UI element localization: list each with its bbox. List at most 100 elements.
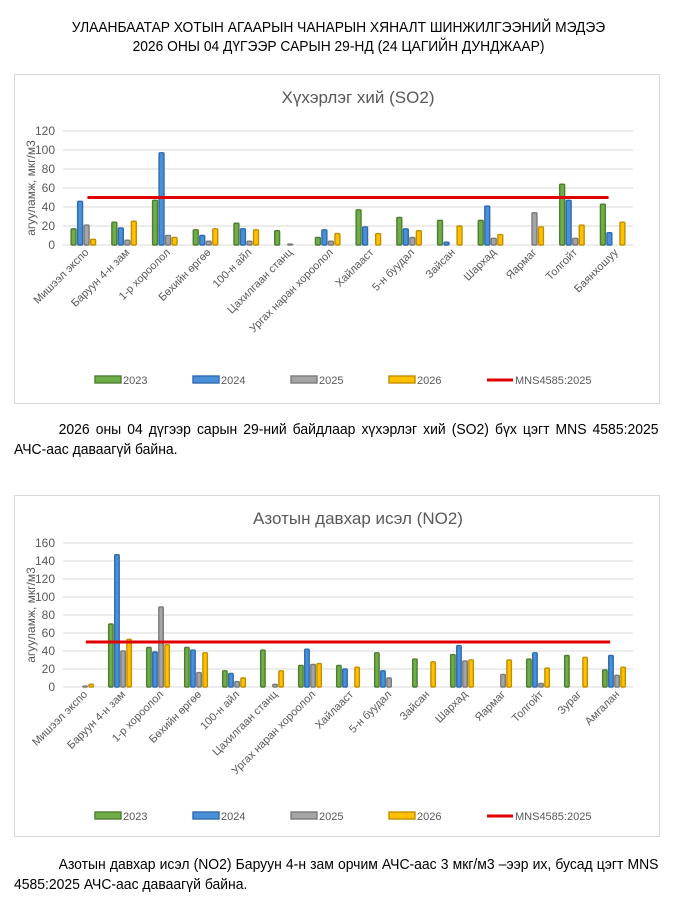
- bar-2025: [531, 211, 538, 246]
- bar-2026: [582, 656, 589, 688]
- bar-2025: [83, 224, 90, 246]
- bar-2024: [228, 672, 234, 688]
- y-tick-label: 40: [42, 644, 56, 658]
- bar-2025: [246, 240, 253, 246]
- legend-swatch-2025: [290, 811, 318, 820]
- legend-label: 2025: [319, 375, 343, 387]
- bar-2023: [70, 228, 77, 246]
- bar-2023: [297, 664, 304, 688]
- category-label: Ургах наран хороолол: [247, 247, 335, 335]
- bar-2024: [402, 228, 409, 246]
- y-tick-label: 100: [35, 590, 55, 604]
- bar-2023: [274, 230, 281, 246]
- bar-2026: [456, 225, 463, 246]
- report-header: УЛААНБААТАР ХОТЫН АГААРЫН ЧАНАРЫН ХЯНАЛТ…: [27, 18, 650, 56]
- y-axis-label: агууламж, мкг/м3: [24, 140, 38, 236]
- bar-2026: [497, 233, 504, 246]
- y-tick-label: 160: [35, 536, 55, 550]
- so2-chart-svg: Хүхэрлэг хий (SO2) 0 20 40 60 80 100 120 агуулам…: [24, 88, 633, 387]
- bar-2024: [190, 649, 196, 688]
- bar-2024: [361, 226, 369, 246]
- bar-2024: [606, 231, 613, 246]
- category-label: 100-н айл: [211, 247, 255, 291]
- category-label: Зураг: [556, 689, 584, 717]
- category-label: Зайсан: [398, 689, 432, 723]
- bar-2025: [124, 239, 131, 246]
- y-tick-label: 0: [48, 238, 55, 252]
- bar-2026: [202, 652, 209, 688]
- bar-2026: [89, 238, 97, 246]
- bar-2024: [239, 228, 247, 246]
- bar-2026: [164, 643, 171, 688]
- bar-2026: [252, 229, 260, 246]
- bar-2023: [449, 653, 456, 688]
- category-label: Шархад: [462, 246, 499, 283]
- bar-2026: [415, 230, 422, 246]
- y-tick-label: 0: [48, 680, 55, 694]
- category-label: Толгойт: [510, 689, 546, 725]
- bar-2025: [614, 674, 620, 688]
- chart-title: Хүхэрлэг хий (SO2): [282, 88, 435, 107]
- legend-label: 2026: [417, 811, 441, 823]
- bar-2023: [314, 236, 322, 246]
- bar-2025: [572, 237, 579, 246]
- y-tick-label: 40: [42, 200, 56, 214]
- category-label: Баянхошуу: [572, 246, 621, 295]
- bar-2023: [411, 658, 418, 688]
- bar-2026: [212, 228, 219, 246]
- no2-summary: Азотын давхар исэл (NO2) Баруун 4-н зам …: [14, 856, 659, 893]
- bar-2025: [490, 237, 497, 246]
- bar-2025: [462, 660, 468, 688]
- bar-2025: [538, 682, 544, 688]
- bar-2025: [310, 663, 316, 688]
- bar-2023: [107, 623, 114, 688]
- y-tick-label: 100: [35, 143, 55, 157]
- legend-swatch-2026: [388, 375, 416, 384]
- bar-2023: [335, 664, 342, 688]
- y-axis-label: агууламж, мкг/м3: [24, 567, 38, 663]
- y-tick-label: 140: [35, 554, 55, 568]
- bar-2023: [192, 229, 199, 246]
- bar-2024: [342, 668, 348, 688]
- category-label: Яармаг: [504, 247, 539, 282]
- bar-2023: [477, 219, 484, 246]
- category-label: Амгалан: [583, 689, 622, 728]
- bar-2023: [436, 219, 444, 246]
- legend-swatch-2023: [94, 375, 122, 384]
- bar-2024: [484, 205, 491, 246]
- bar-2026: [354, 666, 361, 688]
- bar-2025: [205, 240, 212, 246]
- bar-2025: [120, 650, 126, 688]
- bar-2025: [500, 673, 506, 688]
- bar-2023: [151, 199, 159, 246]
- bar-2025: [272, 683, 278, 688]
- bar-2023: [111, 221, 118, 246]
- y-tick-label: 60: [42, 181, 56, 195]
- no2-chart: Азотын давхар исэл (NO2) 0 20 40 60 80 100 120 1…: [14, 495, 660, 837]
- bar-2025: [287, 243, 294, 246]
- bar-2023: [259, 649, 266, 688]
- legend-label: MNS4585:2025: [515, 811, 591, 823]
- category-label: Шархад: [433, 688, 470, 725]
- bar-2024: [565, 199, 572, 246]
- legend-label: 2026: [417, 375, 441, 387]
- bar-2024: [114, 554, 120, 688]
- bar-2026: [126, 638, 133, 688]
- bar-2023: [599, 203, 607, 246]
- category-label: Цахилгаан станц: [210, 688, 280, 758]
- legend-label: 2023: [123, 811, 147, 823]
- legend-swatch-2025: [290, 375, 318, 384]
- bar-2026: [430, 661, 437, 688]
- bar-2026: [537, 226, 545, 246]
- bar-2024: [304, 648, 310, 688]
- legend-swatch-2026: [388, 811, 416, 820]
- bar-2023: [525, 658, 532, 688]
- y-tick-label: 60: [42, 626, 56, 640]
- bar-2023: [601, 669, 608, 688]
- bar-2025: [386, 677, 392, 688]
- bar-2025: [164, 234, 172, 246]
- category-label: 5-н буудал: [370, 247, 417, 294]
- legend-label: MNS4585:2025: [515, 375, 591, 387]
- bar-2023: [396, 216, 403, 246]
- no2-chart-svg: Азотын давхар исэл (NO2) 0 20 40 60 80 100 120 1…: [24, 509, 633, 823]
